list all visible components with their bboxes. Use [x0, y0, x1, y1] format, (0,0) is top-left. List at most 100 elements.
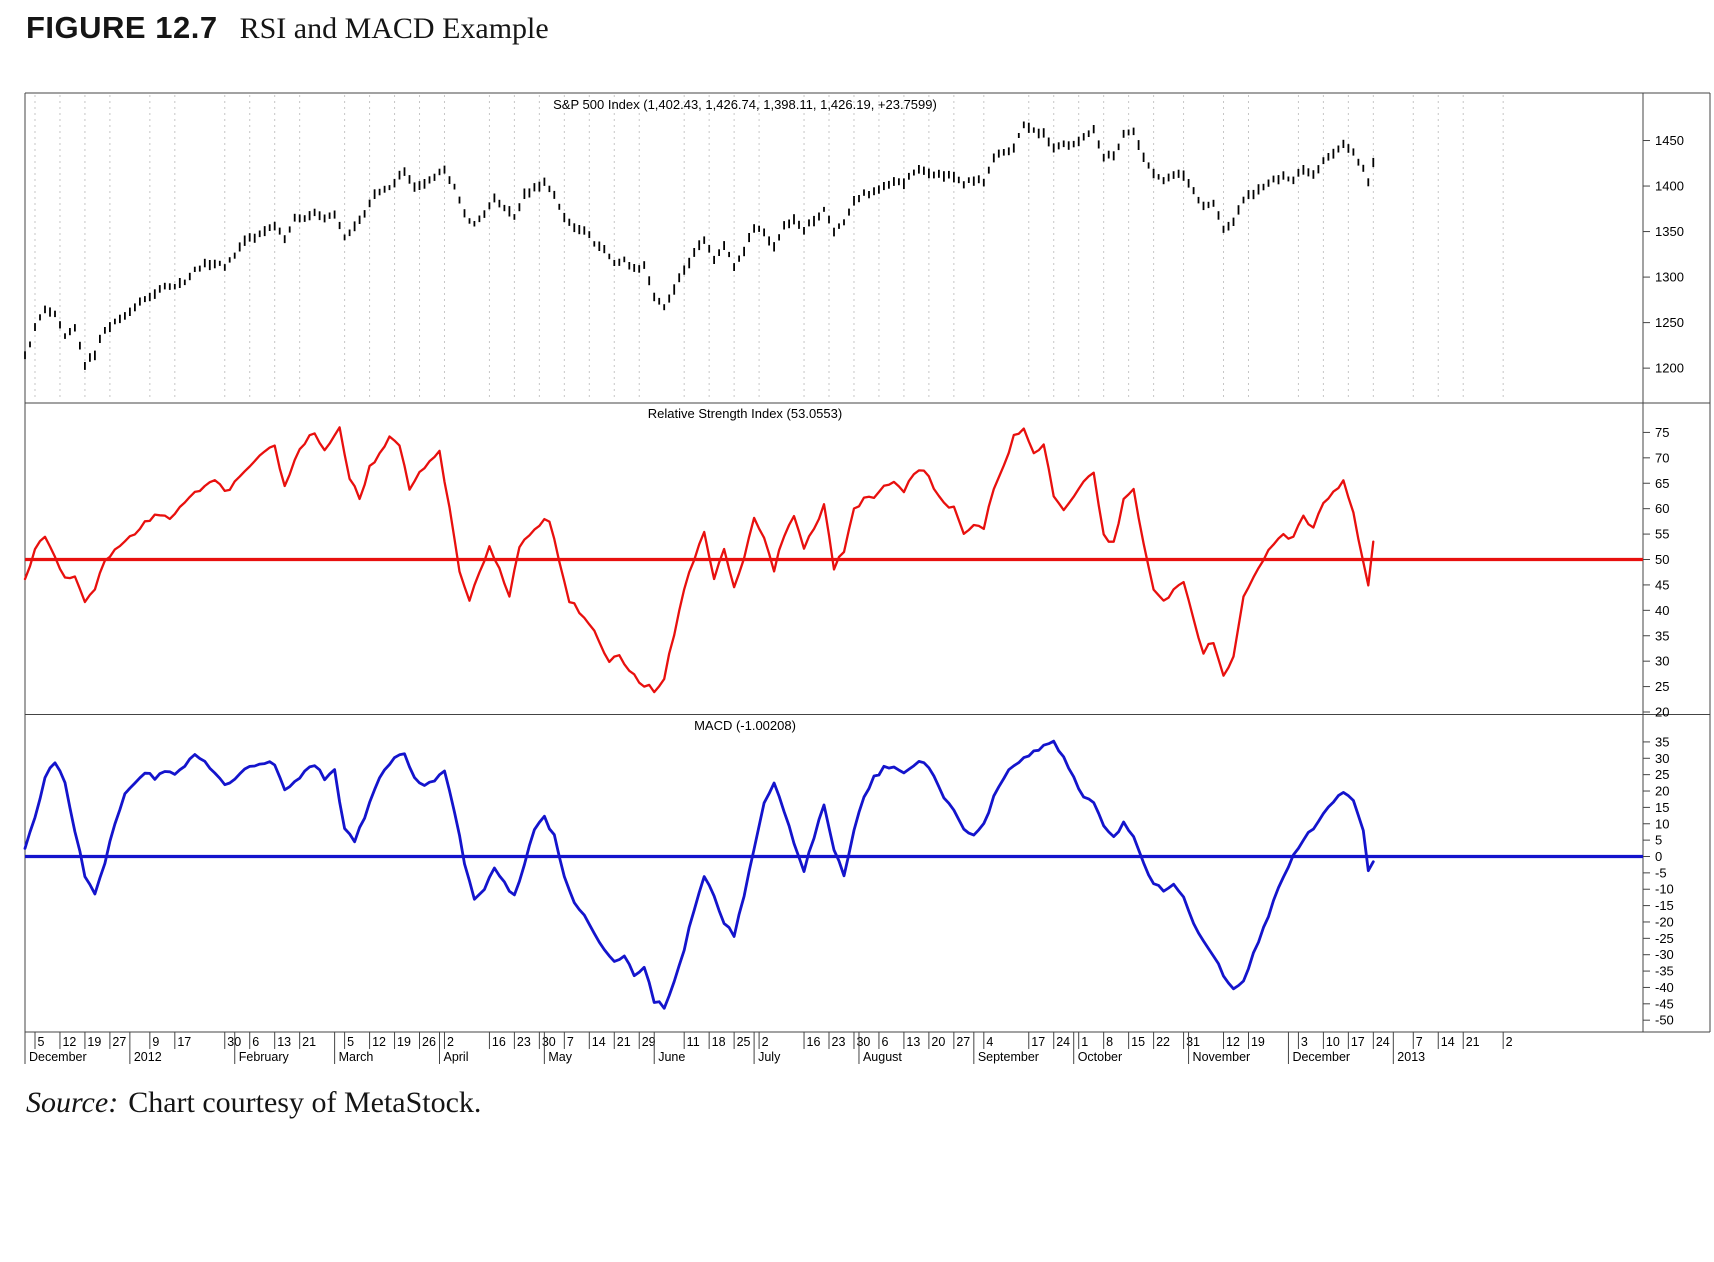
svg-text:25: 25 — [737, 1035, 751, 1049]
svg-text:8: 8 — [1106, 1035, 1113, 1049]
svg-text:35: 35 — [1655, 628, 1669, 643]
svg-text:July: July — [758, 1050, 781, 1064]
svg-text:3: 3 — [1301, 1035, 1308, 1049]
svg-text:-5: -5 — [1655, 865, 1667, 880]
svg-text:21: 21 — [617, 1035, 631, 1049]
svg-text:15: 15 — [1131, 1035, 1145, 1049]
price-series — [24, 121, 1375, 370]
svg-text:30: 30 — [227, 1035, 241, 1049]
svg-text:2013: 2013 — [1397, 1050, 1425, 1064]
svg-text:10: 10 — [1655, 816, 1669, 831]
svg-text:-30: -30 — [1655, 947, 1674, 962]
svg-text:-10: -10 — [1655, 882, 1674, 897]
svg-text:5: 5 — [347, 1035, 354, 1049]
svg-text:6: 6 — [252, 1035, 259, 1049]
svg-text:65: 65 — [1655, 476, 1669, 491]
svg-text:7: 7 — [567, 1035, 574, 1049]
svg-text:13: 13 — [277, 1035, 291, 1049]
source-text: Chart courtesy of MetaStock. — [128, 1086, 482, 1119]
svg-text:April: April — [443, 1050, 468, 1064]
svg-text:17: 17 — [1351, 1035, 1365, 1049]
svg-text:7: 7 — [1416, 1035, 1423, 1049]
svg-text:June: June — [658, 1050, 685, 1064]
svg-text:5: 5 — [1655, 833, 1662, 848]
source-line: Source: Chart courtesy of MetaStock. — [26, 1086, 481, 1120]
macd-panel-title: MACD (-1.00208) — [694, 718, 796, 733]
svg-text:October: October — [1078, 1050, 1122, 1064]
svg-text:19: 19 — [87, 1035, 101, 1049]
price-gridlines — [34, 95, 1504, 400]
svg-text:25: 25 — [1655, 767, 1669, 782]
svg-text:4: 4 — [986, 1035, 993, 1049]
svg-text:-50: -50 — [1655, 1013, 1674, 1028]
svg-text:1200: 1200 — [1655, 361, 1684, 376]
svg-text:30: 30 — [1655, 654, 1669, 669]
svg-text:2: 2 — [447, 1035, 454, 1049]
svg-text:20: 20 — [931, 1035, 945, 1049]
svg-text:75: 75 — [1655, 425, 1669, 440]
svg-text:10: 10 — [1326, 1035, 1340, 1049]
svg-text:70: 70 — [1655, 450, 1669, 465]
svg-text:45: 45 — [1655, 577, 1669, 592]
rsi-series — [23, 426, 1375, 694]
svg-text:August: August — [863, 1050, 902, 1064]
svg-text:14: 14 — [592, 1035, 606, 1049]
chart-svg: 1450140013501300125012007570656055504540… — [23, 92, 1711, 1064]
svg-text:12: 12 — [1226, 1035, 1240, 1049]
rsi-panel-title: Relative Strength Index (53.0553) — [647, 406, 843, 421]
svg-text:12: 12 — [372, 1035, 386, 1049]
chart-borders — [24, 92, 1711, 1033]
svg-text:11: 11 — [687, 1035, 700, 1049]
figure-title: RSI and MACD Example — [239, 12, 549, 45]
svg-text:9: 9 — [152, 1035, 159, 1049]
svg-text:17: 17 — [177, 1035, 191, 1049]
svg-text:0: 0 — [1655, 849, 1662, 864]
svg-text:15: 15 — [1655, 800, 1669, 815]
svg-text:16: 16 — [492, 1035, 506, 1049]
svg-text:13: 13 — [906, 1035, 920, 1049]
svg-text:20: 20 — [1655, 784, 1669, 799]
svg-text:1300: 1300 — [1655, 270, 1684, 285]
svg-text:March: March — [339, 1050, 374, 1064]
svg-text:23: 23 — [832, 1035, 846, 1049]
svg-text:2: 2 — [1506, 1035, 1513, 1049]
macd-series — [23, 739, 1375, 1010]
svg-text:60: 60 — [1655, 501, 1669, 516]
svg-text:24: 24 — [1376, 1035, 1390, 1049]
svg-text:1250: 1250 — [1655, 315, 1684, 330]
svg-text:1400: 1400 — [1655, 179, 1684, 194]
svg-text:16: 16 — [807, 1035, 821, 1049]
figure-caption: FIGURE 12.7 RSI and MACD Example — [26, 10, 549, 46]
svg-text:18: 18 — [712, 1035, 726, 1049]
svg-text:-45: -45 — [1655, 996, 1674, 1011]
svg-text:May: May — [548, 1050, 572, 1064]
svg-text:December: December — [1292, 1050, 1350, 1064]
svg-text:19: 19 — [1251, 1035, 1265, 1049]
svg-text:-35: -35 — [1655, 964, 1674, 979]
svg-text:17: 17 — [1031, 1035, 1045, 1049]
svg-text:-15: -15 — [1655, 898, 1674, 913]
svg-text:24: 24 — [1056, 1035, 1070, 1049]
svg-text:September: September — [978, 1050, 1039, 1064]
svg-text:1450: 1450 — [1655, 133, 1684, 148]
svg-text:31: 31 — [1186, 1035, 1200, 1049]
svg-text:12: 12 — [62, 1035, 76, 1049]
x-axis-month-labels: December 2012 February March April May June Jul… — [24, 1032, 1425, 1064]
svg-text:-25: -25 — [1655, 931, 1674, 946]
svg-text:14: 14 — [1441, 1035, 1455, 1049]
svg-text:22: 22 — [1156, 1035, 1170, 1049]
svg-text:21: 21 — [1466, 1035, 1480, 1049]
figure-label: FIGURE 12.7 — [26, 10, 218, 45]
svg-text:25: 25 — [1655, 679, 1669, 694]
svg-text:February: February — [239, 1050, 290, 1064]
svg-text:November: November — [1193, 1050, 1251, 1064]
svg-text:30: 30 — [856, 1035, 870, 1049]
price-panel-title: S&P 500 Index (1,402.43, 1,426.74, 1,398… — [553, 97, 937, 112]
source-prefix: Source: — [26, 1086, 119, 1119]
svg-text:1: 1 — [1081, 1035, 1088, 1049]
svg-text:27: 27 — [956, 1035, 970, 1049]
svg-text:6: 6 — [881, 1035, 888, 1049]
svg-text:December: December — [29, 1050, 87, 1064]
svg-text:19: 19 — [397, 1035, 411, 1049]
svg-text:23: 23 — [517, 1035, 531, 1049]
